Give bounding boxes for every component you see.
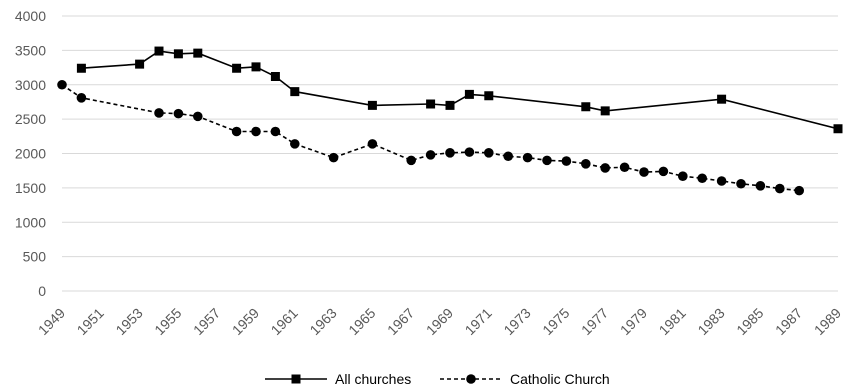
data-point-circle [716,176,727,186]
data-point-square [154,46,164,56]
data-point-circle [484,148,494,158]
x-tick-label: 1971 [462,305,495,338]
y-tick-label: 1000 [15,214,46,230]
x-tick-label: 1987 [772,305,805,338]
x-tick-label: 1973 [500,305,533,338]
x-tick-label: 1967 [384,305,417,338]
data-point-circle [76,93,87,103]
data-point-square [135,59,145,69]
x-tick-label: 1953 [112,305,145,338]
x-tick-label: 1955 [151,305,184,338]
data-point-square [717,94,727,104]
y-tick-label: 1500 [15,180,46,196]
data-point-circle [581,159,591,169]
x-tick-label: 1979 [617,305,650,338]
data-point-circle [542,155,552,166]
x-tick-label: 1989 [811,305,844,338]
series-layer [57,46,843,196]
data-point-circle [367,139,378,149]
data-point-circle [406,155,417,166]
data-point-square [833,124,843,134]
y-tick-label: 3000 [15,77,46,93]
data-point-square [232,63,242,73]
x-tick-label: 1963 [306,305,339,338]
data-point-square [484,91,494,101]
data-point-circle [619,162,630,173]
data-point-circle [755,181,766,191]
data-point-square [173,49,183,59]
y-axis-tick-labels: 0 500 1000 1500 2000 2500 3000 3500 4000 [15,8,46,299]
x-tick-label: 1975 [539,305,572,338]
y-tick-label: 4000 [15,8,46,24]
data-point-circle [503,151,513,162]
x-tick-label: 1965 [345,305,378,338]
series-0 [76,46,843,134]
data-point-square [464,89,474,99]
legend-label: All churches [335,371,411,387]
data-point-square [193,48,203,58]
data-point-square [290,87,300,97]
data-point-square [270,72,280,81]
data-point-circle [658,166,669,177]
x-tick-label: 1959 [229,305,262,338]
data-point-circle [639,167,649,177]
data-point-circle [57,79,67,90]
data-point-circle [290,139,300,149]
x-tick-label: 1985 [733,305,766,338]
data-point-square [367,100,377,110]
y-tick-label: 2500 [15,111,46,127]
x-tick-label: 1981 [656,305,689,338]
x-tick-label: 1957 [190,305,223,338]
y-tick-label: 2000 [15,146,46,162]
y-tick-label: 3500 [15,42,46,58]
x-axis-tick-labels: 1949 1951 1953 1955 1957 1959 1961 1963 1965 1967… [35,305,844,338]
x-tick-label: 1969 [423,305,456,338]
data-point-square [581,102,591,112]
data-point-circle [678,171,688,181]
data-point-circle [561,156,572,166]
data-point-circle [697,173,707,184]
data-point-circle [522,152,533,163]
x-tick-label: 1977 [578,305,611,338]
x-tick-label: 1961 [268,305,301,338]
data-point-circle [270,126,281,137]
data-point-circle [425,150,436,160]
legend-label: Catholic Church [510,371,610,387]
data-point-circle [193,111,203,122]
data-point-circle [736,178,746,189]
x-tick-label: 1983 [694,305,727,338]
data-point-circle [464,147,475,157]
series-1 [57,79,804,196]
data-point-square [445,100,455,110]
data-point-circle [231,126,242,137]
y-tick-label: 500 [23,249,47,265]
data-point-circle [154,108,164,118]
x-tick-label: 1949 [35,305,68,338]
data-point-square [600,106,610,116]
data-point-square [76,63,86,73]
legend-marker-square [291,374,301,384]
data-point-circle [328,152,339,163]
data-point-circle [251,126,261,137]
data-point-circle [775,183,785,194]
data-point-square [426,99,436,109]
data-point-square [251,62,261,72]
data-point-circle [445,148,455,158]
data-point-circle [600,163,610,173]
data-point-circle [794,185,804,196]
y-tick-label: 0 [38,283,46,299]
x-tick-label: 1951 [74,305,107,338]
legend: All churches Catholic Church [265,371,610,387]
data-point-circle [173,108,184,119]
legend-marker-circle [466,374,476,384]
